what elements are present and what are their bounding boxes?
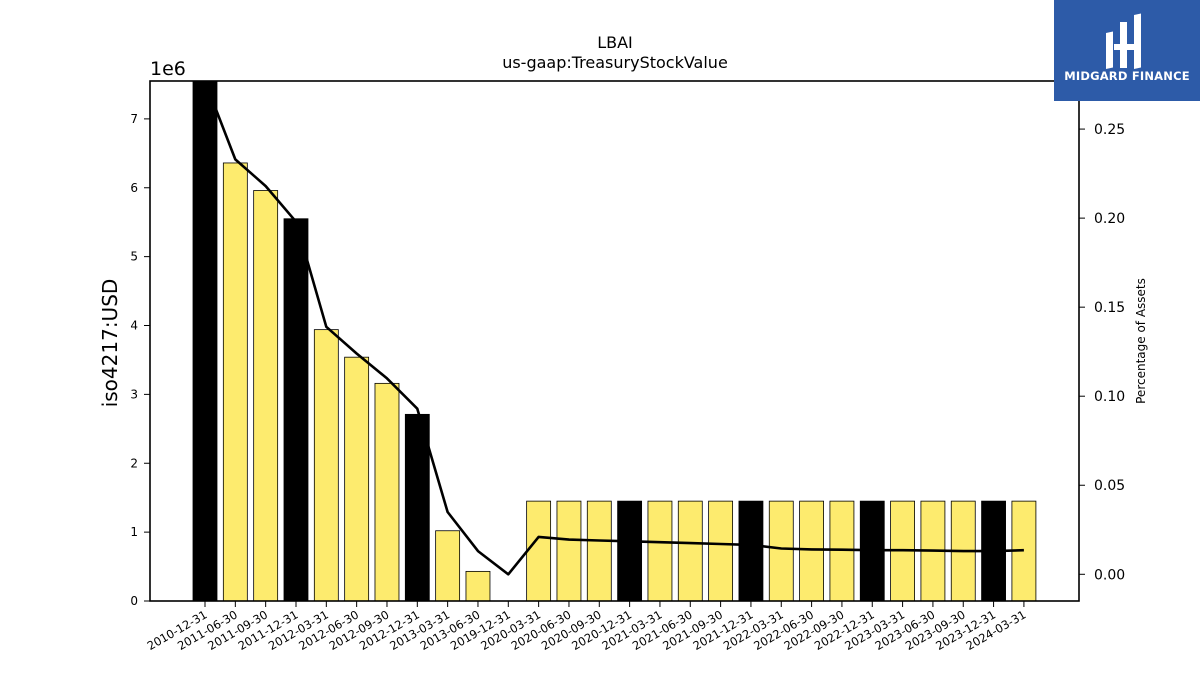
y2-tick-label: 0.20 [1094, 211, 1125, 227]
bar [222, 162, 248, 602]
y2-tick-label: 0.10 [1094, 389, 1125, 405]
bar-series [192, 80, 1037, 602]
chart-subtitle: us-gaap:TreasuryStockValue [502, 53, 728, 72]
y-tick-label: 4 [130, 319, 138, 333]
bar [738, 500, 764, 602]
chart-title: LBAI [597, 33, 633, 52]
bar [313, 329, 339, 602]
y-tick-label: 0 [130, 594, 138, 608]
bar [404, 413, 430, 602]
bar [344, 356, 370, 602]
logo-mark-icon [1106, 13, 1141, 69]
bar [677, 500, 703, 602]
bar [556, 500, 582, 602]
bar [374, 382, 400, 602]
bar [799, 500, 824, 602]
bar [465, 570, 491, 602]
y2-tick-label: 0.05 [1094, 478, 1125, 494]
y2-tick-label: 0.15 [1094, 300, 1125, 316]
y-tick-label: 2 [130, 456, 138, 470]
bar [586, 500, 612, 602]
y-tick-label: 7 [130, 112, 138, 126]
y-tick-label: 6 [130, 181, 138, 195]
y-offset-label: 1e6 [150, 58, 186, 80]
bar [768, 500, 794, 602]
y-tick-label: 3 [130, 387, 138, 401]
y-tick-label: 1 [130, 525, 138, 539]
bar [435, 530, 461, 602]
bar [617, 500, 643, 602]
plot-frame [149, 80, 1080, 602]
bar [253, 190, 279, 602]
bar [283, 218, 309, 602]
y2-tick-label: 0.25 [1094, 122, 1125, 138]
y-tick-label: 5 [130, 250, 138, 264]
bar [647, 500, 673, 602]
y2-tick-label: 0.00 [1094, 567, 1125, 583]
series-line [203, 80, 1024, 576]
bar [526, 500, 552, 602]
y2-axis-label: Percentage of Assets [1134, 278, 1148, 404]
y-axis-label: iso4217:USD [98, 279, 122, 408]
logo-text: MIDGARD FINANCE [1064, 69, 1190, 83]
brand-logo: MIDGARD FINANCE [1054, 0, 1200, 101]
line-series [203, 80, 1024, 576]
bar [192, 80, 218, 602]
bar [708, 500, 734, 602]
